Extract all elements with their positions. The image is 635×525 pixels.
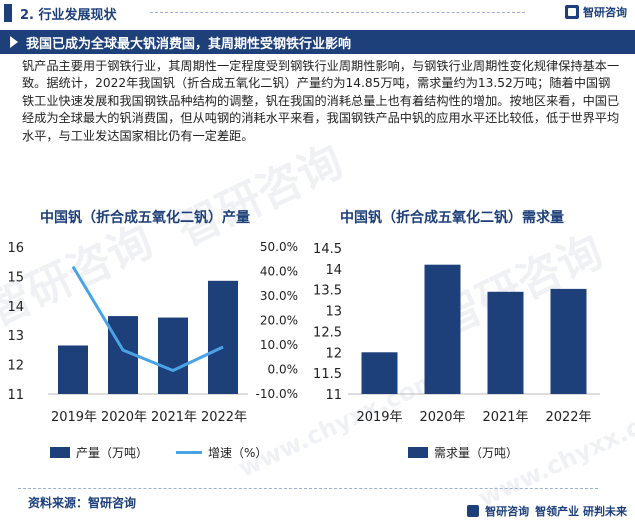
y-tick-label: 14 bbox=[325, 263, 342, 278]
y-tick-label: 14 bbox=[7, 300, 24, 315]
y-tick-label: 11 bbox=[7, 388, 24, 403]
chart1-title: 中国钒（折合成五氧化二钒）产量 bbox=[40, 210, 250, 226]
x-tick-label: 2022年 bbox=[545, 410, 591, 425]
y-tick-label: 16 bbox=[7, 241, 24, 256]
y2-tick-label: 20.0% bbox=[260, 314, 298, 328]
footer-brand-name: 智研咨询 bbox=[485, 505, 530, 518]
headline-banner: 我国已成为全球最大钒消费国，其周期性受钢铁行业影响 bbox=[0, 30, 635, 54]
x-tick-label: 2019年 bbox=[356, 410, 402, 425]
legend-bar-swatch bbox=[408, 447, 428, 458]
chart1-legend-line: 增速（%） bbox=[176, 444, 267, 461]
production-bar bbox=[208, 280, 238, 394]
y2-tick-label: 10.0% bbox=[260, 338, 298, 352]
footer-divider bbox=[18, 488, 598, 489]
headline-text: 我国已成为全球最大钒消费国，其周期性受钢铁行业影响 bbox=[26, 36, 352, 52]
y2-tick-label: 0.0% bbox=[268, 363, 299, 377]
y-tick-label: 12.5 bbox=[313, 325, 342, 340]
footer-brand: 智研咨询 智领产业 研判未来 bbox=[467, 503, 627, 519]
y-tick-label: 11.5 bbox=[313, 367, 342, 382]
y-tick-label: 14.5 bbox=[313, 242, 342, 257]
y2-tick-label: 40.0% bbox=[260, 265, 298, 279]
y-tick-label: 13 bbox=[325, 305, 342, 320]
source-note: 资料来源：智研咨询 bbox=[28, 496, 137, 510]
demand-bar bbox=[487, 291, 524, 394]
section-label: 2. 行业发展现状 bbox=[20, 7, 117, 23]
footer-slogan: 智领产业 研判未来 bbox=[535, 505, 627, 518]
y-tick-label: 15 bbox=[7, 270, 24, 285]
y-tick-label: 13 bbox=[7, 329, 24, 344]
brand-name: 智研咨询 bbox=[583, 6, 627, 19]
x-tick-label: 2019年 bbox=[51, 410, 97, 425]
y2-tick-label: -10.0% bbox=[256, 387, 298, 401]
x-tick-label: 2021年 bbox=[151, 410, 197, 425]
y2-tick-label: 30.0% bbox=[260, 289, 298, 303]
legend-bar-swatch bbox=[50, 447, 70, 458]
triangle-arrow-icon bbox=[10, 36, 18, 48]
y-tick-label: 12 bbox=[7, 359, 24, 374]
footer-logo-icon bbox=[467, 505, 480, 517]
production-chart: 11 12 13 14 15 16 -10.0% 0.0% 10.0% 20.0% 30.0% 40.… bbox=[7, 240, 299, 425]
chart1-legend-bar: 产量（万吨） bbox=[50, 444, 148, 461]
chart2-title: 中国钒（折合成五氧化二钒）需求量 bbox=[340, 210, 564, 226]
chart2-legend-bar: 需求量（万吨） bbox=[408, 444, 518, 461]
brand: 智研咨询 bbox=[565, 4, 627, 20]
legend-line-label: 增速（%） bbox=[208, 446, 268, 460]
y-tick-label: 11 bbox=[325, 388, 342, 403]
production-bar bbox=[58, 345, 88, 394]
x-tick-label: 2020年 bbox=[419, 410, 465, 425]
section-tag: 2. 行业发展现状 bbox=[0, 0, 117, 26]
section-marker bbox=[4, 4, 12, 22]
legend-bar-label: 需求量（万吨） bbox=[434, 446, 519, 460]
brand-logo-icon bbox=[565, 5, 579, 19]
body-paragraph: 钒产品主要用于钢铁行业，其周期性一定程度受到钢铁行业周期性影响，与钢铁行业周期性… bbox=[22, 59, 620, 143]
demand-bar bbox=[361, 352, 398, 394]
legend-line-swatch bbox=[176, 451, 202, 454]
x-tick-label: 2021年 bbox=[482, 410, 528, 425]
header-divider bbox=[150, 12, 525, 13]
demand-chart: 11 11.5 12 12.5 13 13.5 14 14.5 2019年 2020年 2021年 2… bbox=[313, 242, 600, 425]
x-tick-label: 2020年 bbox=[101, 410, 147, 425]
growth-line bbox=[71, 265, 224, 372]
demand-bar bbox=[550, 288, 587, 394]
legend-bar-label: 产量（万吨） bbox=[76, 446, 149, 460]
y2-tick-label: 50.0% bbox=[260, 240, 298, 254]
production-bar bbox=[158, 317, 188, 394]
demand-bar bbox=[424, 264, 461, 394]
x-tick-label: 2022年 bbox=[201, 410, 247, 425]
y-tick-label: 13.5 bbox=[313, 284, 342, 299]
y-tick-label: 12 bbox=[325, 346, 342, 361]
